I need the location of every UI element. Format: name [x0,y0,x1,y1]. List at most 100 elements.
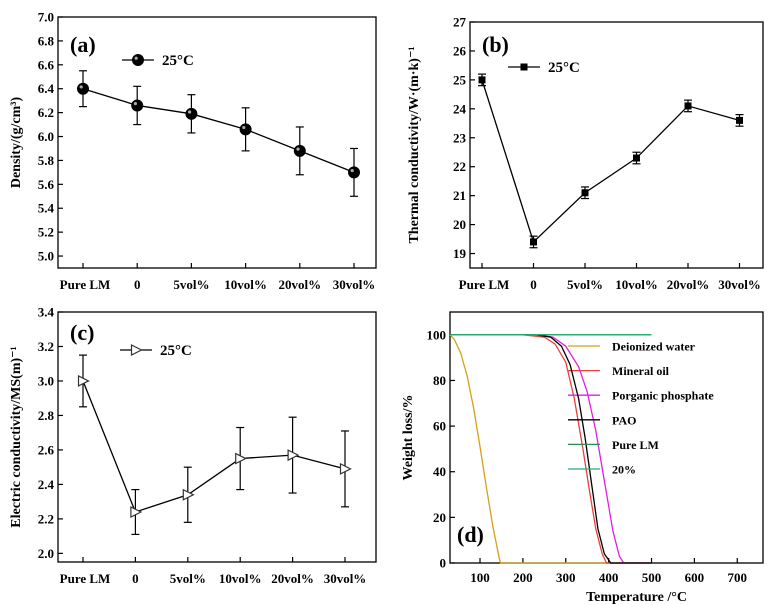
panel-label: (a) [70,32,96,57]
data-point [77,374,90,387]
panel-label: (d) [457,522,484,547]
y-tick-label: 21 [453,188,466,203]
x-tick-label: 100 [470,570,490,585]
y-tick-label: 2.0 [38,546,54,561]
legend-marker [520,63,528,71]
chart-3: 0 20 40 60 80 100 Weight loss/% (d) 100 200 300 400… [401,311,764,605]
y-tick-label: 5.8 [38,153,55,168]
x-tick-label: 10vol% [224,277,267,292]
series-line [82,380,346,513]
y-tick-label: 25 [453,72,467,87]
chart-1: 19 20 21 22 23 24 25 26 27 Thermal conductivity/W… [407,15,764,292]
data-point [348,166,360,179]
data-point [293,144,306,157]
y-tick-label: 20 [433,510,446,525]
data-point [633,154,640,162]
legend-label: 20% [612,463,636,477]
data-point [131,99,144,112]
x-tick-label: 5vol% [567,277,603,292]
y-tick-label: 5.6 [38,177,55,192]
y-tick-label: 6.4 [38,81,55,96]
plot-frame [57,16,377,269]
y-axis-label: Density/(g/cm³) [9,97,24,189]
y-axis-label: Electric conductivity/MS(m)⁻¹ [9,346,24,528]
data-point [530,238,537,246]
x-tick-label: 10vol% [615,277,658,292]
y-tick-label: 19 [453,246,467,261]
legend-marker-shine [134,56,138,60]
x-tick-label: 10vol% [219,571,262,586]
data-point-shine [296,147,300,151]
legend-marker [130,344,143,356]
y-axis-label: Thermal conductivity/W·(m·k)⁻¹ [407,46,422,243]
y-tick-label: 23 [453,130,467,145]
series-line [481,79,740,244]
data-point-shine [79,85,83,89]
data-point [684,102,692,110]
panel-label: (b) [482,32,509,57]
legend-label: 25°C [162,53,194,69]
legend-label: 25°C [548,60,580,76]
series-line [82,88,355,173]
legend-label: Porganic phosphate [612,389,714,403]
y-tick-label: 2.6 [38,442,55,457]
x-tick-label: 30vol% [718,277,761,292]
x-tick-label: 400 [599,570,619,585]
y-tick-label: 3.4 [38,305,55,320]
y-tick-label: 6.6 [38,57,55,72]
x-tick-label: 5vol% [170,571,206,586]
y-tick-label: 24 [453,101,467,116]
plot-frame [469,21,764,269]
plot-frame [449,311,764,564]
x-tick-label: 30vol% [324,571,367,586]
x-axis-label: Temperature /°C [586,590,687,605]
chart-0: 5.0 5.2 5.4 5.6 5.8 6.0 6.2 6.4 6.6 6.8 7.0 Density… [9,10,377,292]
x-tick-label: 600 [685,570,705,585]
y-tick-label: 6.2 [38,105,54,120]
data-point [185,107,198,120]
x-tick-label: 20vol% [271,571,314,586]
legend-marker [132,54,144,66]
x-tick-label: 700 [728,570,748,585]
x-tick-label: 500 [642,570,662,585]
y-tick-label: 6.0 [38,129,54,144]
legend-label: Pure LM [612,438,659,452]
x-tick-label: 0 [134,277,141,292]
data-point [235,452,248,465]
x-tick-label: 20vol% [667,277,710,292]
data-point [287,449,300,462]
y-tick-label: 6.8 [38,33,55,48]
legend-label: 25°C [160,343,192,359]
data-point-shine [133,102,137,106]
panel-label: (c) [70,320,94,345]
x-tick-label: 5vol% [173,277,209,292]
x-tick-label: 0 [530,277,537,292]
legend-label: PAO [612,413,636,427]
data-point [339,462,352,475]
y-tick-label: 20 [453,217,466,232]
data-point [77,82,89,95]
data-point [478,76,486,84]
y-tick-label: 5.2 [38,225,54,240]
y-tick-label: 27 [453,15,467,30]
y-tick-label: 5.4 [38,201,55,216]
y-tick-label: 0 [440,556,447,571]
data-point-shine [188,110,192,114]
y-tick-label: 5.0 [38,249,54,264]
data-point [182,488,195,501]
x-tick-label: Pure LM [60,277,111,292]
y-tick-label: 2.2 [38,511,54,526]
y-tick-label: 40 [433,464,446,479]
data-point [581,189,589,197]
x-tick-label: 200 [513,570,533,585]
data-point [736,116,743,124]
y-tick-label: 7.0 [38,10,54,25]
y-axis-label: Weight loss/% [401,395,416,481]
legend-label: Mineral oil [612,364,670,378]
plot-frame [57,311,377,563]
data-point [130,506,143,518]
y-tick-label: 3.2 [38,339,54,354]
y-tick-label: 3.0 [38,373,54,388]
x-tick-label: 300 [556,570,576,585]
